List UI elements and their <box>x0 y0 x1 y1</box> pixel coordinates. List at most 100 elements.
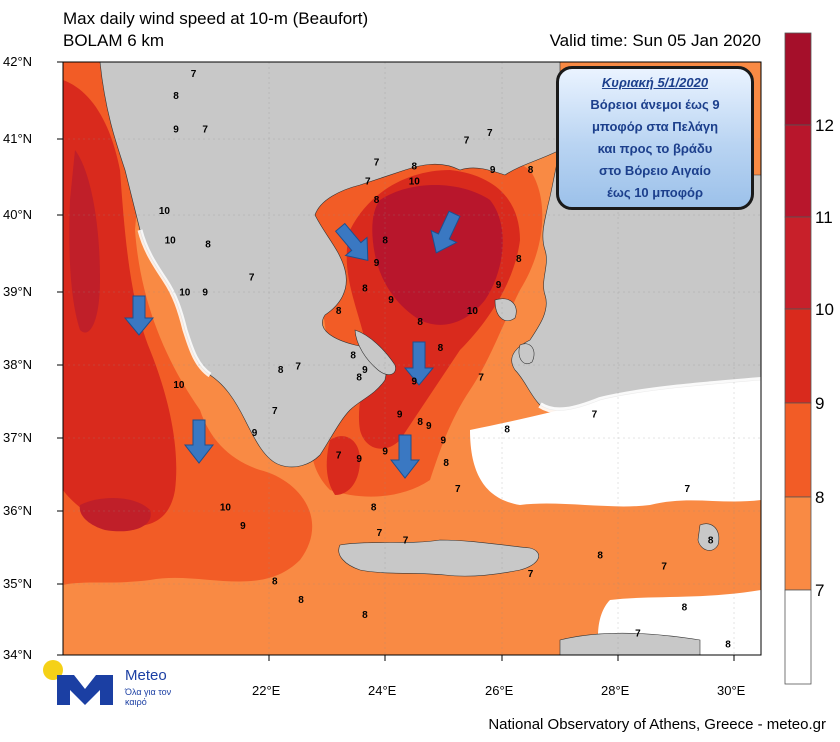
legend-swatch-8 <box>784 496 812 591</box>
land-rhodes <box>697 523 720 551</box>
meteo-logo <box>43 660 113 705</box>
lat-label: 34°N <box>3 647 33 662</box>
land-crete <box>338 539 539 577</box>
logo-name: Meteo <box>125 667 167 684</box>
legend-label: 9 <box>815 394 825 413</box>
contour-label: 9 <box>356 454 362 465</box>
contour-label: 9 <box>490 165 496 176</box>
contour-label: 9 <box>496 280 502 291</box>
contour-label: 8 <box>417 317 423 328</box>
contour-label: 9 <box>397 410 403 421</box>
contour-label: 9 <box>374 258 380 269</box>
contour-label: 7 <box>478 373 484 384</box>
wind-arrow-cyclades <box>389 434 421 479</box>
contour-label: 8 <box>298 595 304 606</box>
wind-arrow-central-aegean <box>403 341 435 386</box>
lon-label: 28°E <box>601 683 630 698</box>
land-euboea <box>354 329 396 375</box>
contour-label: 9 <box>412 376 418 387</box>
contour-label: 8 <box>725 639 731 650</box>
area-bf10-cyclades <box>326 436 360 495</box>
contour-label: 8 <box>362 610 368 621</box>
contour-label: 8 <box>336 306 342 317</box>
contour-label: 7 <box>202 124 208 135</box>
lon-label: 30°E <box>717 683 746 698</box>
land-cyprus <box>559 632 701 655</box>
contour-label: 7 <box>464 136 470 147</box>
contour-label: 7 <box>528 569 534 580</box>
contour-label: 8 <box>682 602 688 613</box>
contour-label: 8 <box>362 284 368 295</box>
contour-label: 7 <box>635 628 641 639</box>
contour-label: 8 <box>708 536 714 547</box>
contour-label: 9 <box>202 287 208 298</box>
contour-label: 7 <box>487 128 493 139</box>
contour-label: 8 <box>173 91 179 102</box>
legend-label: 11 <box>815 208 833 227</box>
contour-label: 8 <box>412 161 418 172</box>
contour-label: 8 <box>205 239 211 250</box>
contour-label: 8 <box>443 458 449 469</box>
area-bf7-east <box>470 380 761 507</box>
wind-arrow-north-aegean-west <box>334 222 369 261</box>
lat-label: 41°N <box>3 131 33 146</box>
contour-label: 8 <box>371 502 377 513</box>
lat-label: 39°N <box>3 284 33 299</box>
legend-swatch-10 <box>784 308 812 404</box>
legend-label: 7 <box>815 581 825 600</box>
forecast-date: Κυριακή 5/1/2020 <box>601 75 709 90</box>
contour-label: 8 <box>417 417 423 428</box>
contour-label: 7 <box>592 410 598 421</box>
contour-label: 8 <box>350 350 356 361</box>
contour-label: 10 <box>165 236 177 247</box>
wind-arrow-ionian-south <box>183 419 215 464</box>
legend-swatch-11 <box>784 124 812 218</box>
chart-title: Max daily wind speed at 10-m (Beaufort) <box>63 9 369 28</box>
lon-label: 26°E <box>485 683 514 698</box>
lat-label: 38°N <box>3 357 33 372</box>
legend-swatch-12 <box>784 32 812 126</box>
model-name: BOLAM 6 km <box>63 31 165 50</box>
lon-label: 22°E <box>252 683 281 698</box>
contour-label: 8 <box>272 576 278 587</box>
contour-label: 9 <box>240 521 246 532</box>
contour-label: 7 <box>455 484 461 495</box>
contour-label: 10 <box>409 176 421 187</box>
forecast-box: Κυριακή 5/1/2020 Βόρειοι άνεμοι έως 9 μπ… <box>556 66 754 210</box>
contour-label: 9 <box>441 436 447 447</box>
contour-label: 10 <box>179 287 191 298</box>
land-lesvos <box>494 298 517 321</box>
contour-label: 10 <box>159 206 171 217</box>
contour-label: 8 <box>278 365 284 376</box>
contour-label: 10 <box>220 502 232 513</box>
contour-label: 9 <box>173 124 179 135</box>
forecast-line: μποφόρ στα Πελάγη <box>591 119 719 134</box>
lon-label: 24°E <box>368 683 397 698</box>
wind-arrow-ionian <box>123 295 155 336</box>
contour-label: 7 <box>249 273 255 284</box>
legend-label: 12 <box>815 116 834 135</box>
contour-label: 8 <box>438 343 444 354</box>
contour-label: 8 <box>356 373 362 384</box>
contour-label: 7 <box>403 536 409 547</box>
contour-label: 7 <box>365 176 371 187</box>
contour-label: 7 <box>191 69 197 80</box>
legend-swatch-10-top <box>784 216 812 310</box>
area-bf11-north-aegean <box>372 185 503 325</box>
forecast-line: Βόρειοι άνεμοι έως 9 <box>590 97 720 112</box>
contour-label: 9 <box>382 447 388 458</box>
land-chios <box>518 343 535 365</box>
contour-label: 10 <box>173 380 185 391</box>
forecast-line: έως 10 μποφόρ <box>606 185 704 200</box>
contour-label: 9 <box>426 421 432 432</box>
contour-label: 9 <box>362 365 368 376</box>
contour-label: 7 <box>374 158 380 169</box>
footer-credit: National Observatory of Athens, Greece -… <box>488 716 826 733</box>
contour-label: 7 <box>295 362 301 373</box>
contour-label: 8 <box>597 551 603 562</box>
legend-label: 8 <box>815 488 825 507</box>
contour-label: 8 <box>504 425 510 436</box>
lat-label: 42°N <box>3 54 33 69</box>
lat-label: 40°N <box>3 207 33 222</box>
